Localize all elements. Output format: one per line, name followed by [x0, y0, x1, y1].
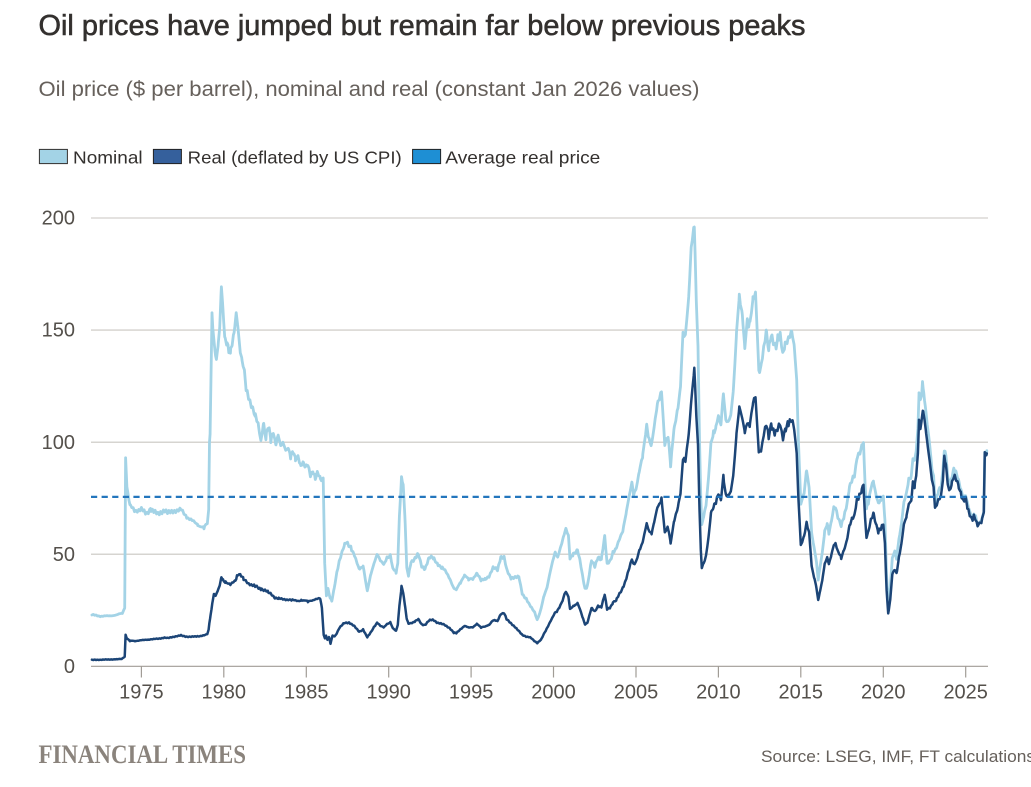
svg-text:2025: 2025 — [943, 682, 988, 704]
svg-text:2015: 2015 — [779, 682, 824, 704]
svg-text:2010: 2010 — [696, 682, 741, 704]
svg-text:Real (deflated by US CPI): Real (deflated by US CPI) — [188, 148, 402, 168]
svg-text:Average real price: Average real price — [445, 148, 600, 168]
svg-text:0: 0 — [64, 656, 75, 678]
svg-text:2000: 2000 — [531, 682, 576, 704]
svg-text:2020: 2020 — [861, 682, 906, 704]
svg-text:1995: 1995 — [449, 682, 494, 704]
svg-text:Source: LSEG, IMF, FT calculat: Source: LSEG, IMF, FT calculations — [761, 748, 1031, 766]
svg-text:100: 100 — [42, 432, 75, 454]
svg-text:1980: 1980 — [202, 682, 247, 704]
svg-text:1985: 1985 — [284, 682, 329, 704]
svg-text:FINANCIAL TIMES: FINANCIAL TIMES — [39, 740, 247, 769]
svg-text:150: 150 — [42, 320, 75, 342]
svg-text:Oil price ($ per barrel), nomi: Oil price ($ per barrel), nominal and re… — [39, 78, 700, 101]
svg-text:2005: 2005 — [614, 682, 659, 704]
svg-text:1975: 1975 — [119, 682, 164, 704]
svg-text:1990: 1990 — [366, 682, 411, 704]
svg-text:50: 50 — [53, 544, 75, 566]
svg-text:Oil prices have jumped but rem: Oil prices have jumped but remain far be… — [39, 10, 806, 42]
svg-text:200: 200 — [42, 208, 75, 230]
svg-text:Nominal: Nominal — [73, 148, 143, 168]
